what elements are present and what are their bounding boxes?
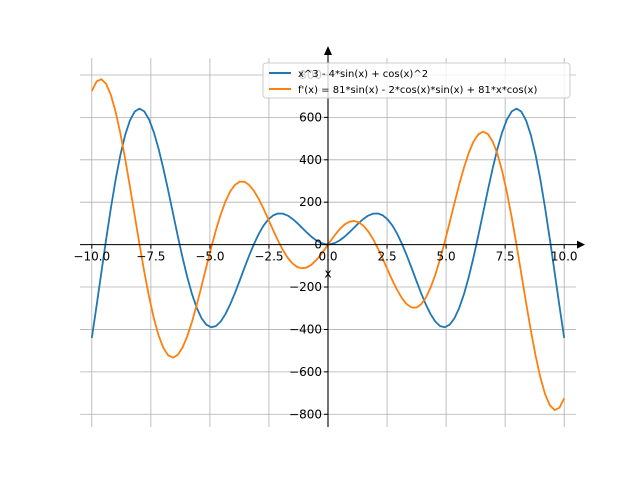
- y-tick-label: 400: [299, 153, 322, 167]
- x-tick-label: 10.0: [551, 250, 578, 264]
- y-tick-label: 200: [299, 195, 322, 209]
- y-tick-label: 600: [299, 110, 322, 124]
- x-tick-label: −2.5: [254, 250, 283, 264]
- x-tick-label: 5.0: [437, 250, 456, 264]
- y-axis-arrow: [324, 46, 332, 55]
- y-tick-label: −800: [289, 407, 322, 421]
- legend-box: [262, 62, 571, 99]
- legend: x^3 - 4*sin(x) + cos(x)^2 f'(x) = 81*sin(…: [262, 62, 571, 99]
- x-tick-label: 7.5: [496, 250, 515, 264]
- x-axis-arrow: [577, 240, 585, 249]
- x-tick-label: −7.5: [136, 250, 165, 264]
- x-tick-label: −10.0: [73, 250, 110, 264]
- x-tick-label: 0.0: [318, 250, 337, 264]
- x-axis-label: x: [324, 267, 331, 281]
- x-tick-label: 2.5: [378, 250, 397, 264]
- x-tick-label: −5.0: [195, 250, 224, 264]
- y-tick-label: −400: [289, 322, 322, 336]
- y-tick-label: −200: [289, 280, 322, 294]
- y-tick-label: −600: [289, 365, 322, 379]
- legend-label: f'(x) = 81*sin(x) - 2*cos(x)*sin(x) + 81…: [298, 85, 537, 96]
- y-tick-label: 0: [314, 238, 322, 252]
- legend-label: x^3 - 4*sin(x) + cos(x)^2: [298, 69, 428, 80]
- axes: [80, 46, 585, 427]
